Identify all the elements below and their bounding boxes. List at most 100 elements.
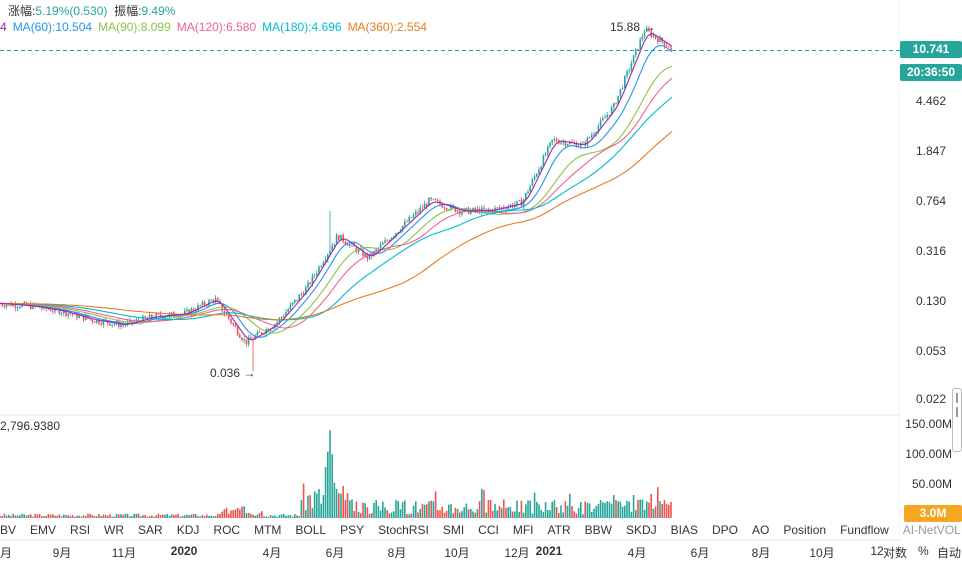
volume-bar xyxy=(8,514,10,518)
volume-bar xyxy=(643,509,646,518)
time-axis[interactable]: 月 9月 11月 2020 4月 6月 8月 10月 12月 2021 4月 6月 8月 10月 12 xyxy=(0,544,900,560)
indicator-atr[interactable]: ATR xyxy=(547,523,571,537)
indicator-emv[interactable]: EMV xyxy=(30,523,57,537)
indicator-skdj[interactable]: SKDJ xyxy=(625,523,657,537)
amplitude-value: 9.49% xyxy=(141,4,176,18)
volume-bar xyxy=(324,467,327,518)
candle-body xyxy=(518,200,520,202)
indicator-stochrsi[interactable]: StochRSI xyxy=(378,523,429,537)
indicator-mfi[interactable]: MFI xyxy=(512,523,534,537)
candle-body xyxy=(388,240,391,242)
indicator-sar[interactable]: SAR xyxy=(138,523,163,537)
indicator-bbw[interactable]: BBW xyxy=(584,523,612,537)
candle-body xyxy=(454,206,457,212)
volume-bar xyxy=(641,499,644,518)
indicator-kdj[interactable]: KDJ xyxy=(176,523,200,537)
volume-bar xyxy=(542,511,545,518)
candle-body xyxy=(65,310,67,316)
indicator-dpo[interactable]: DPO xyxy=(712,523,739,537)
volume-bar xyxy=(624,505,626,518)
candlestick-chart[interactable] xyxy=(0,0,900,561)
indicator-boll[interactable]: BOLL xyxy=(295,523,327,537)
percent-scale-toggle[interactable]: % xyxy=(918,544,929,558)
candle-body xyxy=(302,293,305,295)
candle-body xyxy=(670,47,672,51)
volume-bar xyxy=(560,505,562,518)
volume-bar xyxy=(96,516,98,518)
candle-body xyxy=(606,115,608,118)
grip-icon xyxy=(956,393,958,403)
auto-scale-toggle[interactable]: 自动 xyxy=(937,546,962,560)
volume-bar xyxy=(210,515,212,518)
candle-body xyxy=(630,63,633,71)
pane-resize-handle[interactable] xyxy=(952,388,962,452)
volume-bar xyxy=(525,504,527,518)
volume-bar xyxy=(232,510,234,518)
volume-bar xyxy=(256,514,259,518)
indicator-psy[interactable]: PSY xyxy=(340,523,365,537)
volume-bar xyxy=(608,501,611,518)
candle-body xyxy=(505,208,507,210)
candle-body xyxy=(340,234,342,240)
volume-bar xyxy=(65,515,67,518)
indicator-cci[interactable]: CCI xyxy=(478,523,499,537)
candle-body xyxy=(544,154,547,156)
candle-body xyxy=(406,221,408,223)
volume-bar xyxy=(144,515,146,518)
volume-bar xyxy=(283,513,285,518)
indicator-ao[interactable]: AO xyxy=(752,523,770,537)
price-axis-label: 4.462 xyxy=(915,94,946,108)
candle-body xyxy=(157,313,160,315)
volume-bar xyxy=(360,513,362,518)
volume-bar xyxy=(395,500,397,518)
volume-bar xyxy=(93,516,96,518)
volume-bar xyxy=(91,515,94,518)
candle-body xyxy=(615,103,617,105)
volume-bar xyxy=(100,516,102,518)
candle-body xyxy=(291,302,294,305)
volume-bar xyxy=(287,515,289,518)
candle-body xyxy=(419,207,421,213)
volume-bar xyxy=(274,515,276,518)
indicator-bv[interactable]: BV xyxy=(0,523,17,537)
indicator-wr[interactable]: WR xyxy=(104,523,125,537)
candle-body xyxy=(60,313,63,315)
volume-bar xyxy=(437,510,439,518)
indicator-smi[interactable]: SMI xyxy=(442,523,465,537)
volume-axis-label: 150.00M xyxy=(905,417,952,431)
volume-bar xyxy=(203,516,206,518)
volume-bar xyxy=(199,516,201,518)
candle-body xyxy=(344,241,347,244)
volume-bar xyxy=(670,502,672,518)
volume-bar xyxy=(531,513,534,518)
candle-body xyxy=(404,221,406,226)
candle-body xyxy=(225,313,228,315)
indicator-bias[interactable]: BIAS xyxy=(670,523,698,537)
candle-body xyxy=(10,303,12,307)
log-scale-toggle[interactable]: 对数 xyxy=(883,546,908,560)
volume-bar xyxy=(654,506,657,518)
volume-bar xyxy=(426,504,428,518)
volume-bar xyxy=(241,506,243,518)
candle-body xyxy=(210,300,212,301)
volume-bar xyxy=(1,516,3,518)
indicator-position[interactable]: Position xyxy=(783,523,827,537)
candle-body xyxy=(285,311,287,316)
volume-bar xyxy=(252,514,254,518)
candle-body xyxy=(322,262,325,267)
volume-bar xyxy=(140,516,142,518)
indicator-rsi[interactable]: RSI xyxy=(70,523,91,537)
indicator-roc[interactable]: ROC xyxy=(213,523,241,537)
volume-bar xyxy=(124,513,127,518)
volume-bar xyxy=(562,512,564,518)
ma-legend-item: MA(180):4.696 xyxy=(262,20,342,34)
indicator-fundflow[interactable]: Fundflow xyxy=(840,523,889,537)
volume-bar xyxy=(509,507,512,518)
candle-body xyxy=(410,216,413,218)
indicator-ai-netvol[interactable]: AI-NetVOL xyxy=(902,523,961,537)
indicator-mtm[interactable]: MTM xyxy=(254,523,282,537)
candle-body xyxy=(456,210,459,212)
volume-bar xyxy=(25,515,28,518)
volume-bar xyxy=(657,487,659,518)
candle-body xyxy=(437,200,439,202)
